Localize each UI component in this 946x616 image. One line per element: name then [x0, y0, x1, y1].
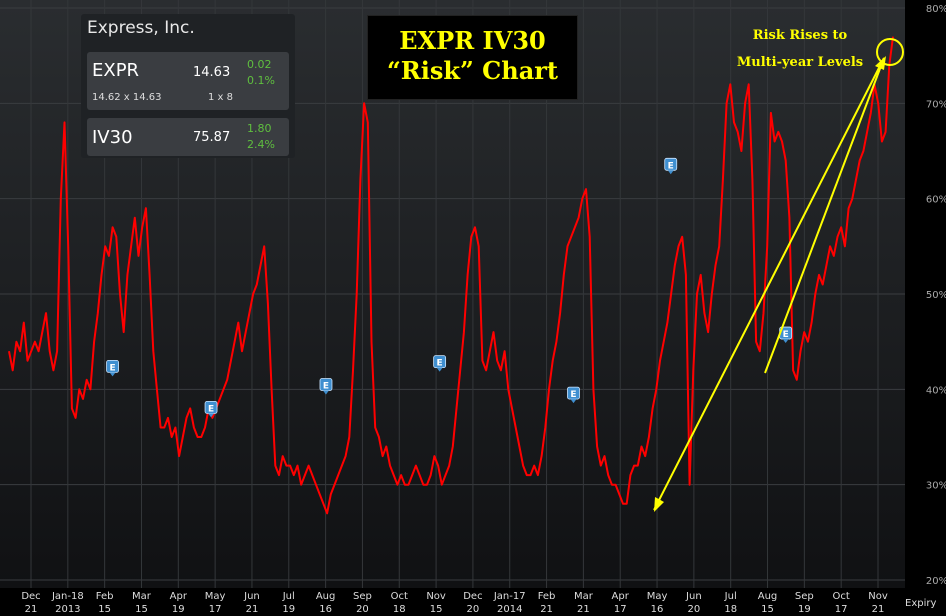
x-tick-day: 21	[246, 604, 259, 615]
earnings-marker-label: E	[783, 330, 789, 340]
earnings-marker[interactable]: E	[779, 326, 793, 344]
x-tick-day: 17	[614, 604, 627, 615]
x-tick-month: Nov	[426, 591, 446, 602]
bid-ask-size: 1 x 8	[208, 92, 233, 103]
x-tick-day: 2014	[497, 604, 522, 615]
x-tick-day: 19	[282, 604, 295, 615]
iv30-series-line	[8, 36, 894, 515]
x-tick-day: 21	[872, 604, 885, 615]
x-tick-day: 18	[393, 604, 406, 615]
x-tick-month: Jan-18	[51, 591, 84, 602]
x-tick-day: 15	[761, 604, 774, 615]
x-axis-label: Expiry	[905, 598, 936, 609]
x-tick-day: 15	[430, 604, 443, 615]
x-tick-day: 16	[319, 604, 332, 615]
y-tick-label: 80%	[926, 4, 946, 15]
y-tick-label: 30%	[926, 481, 946, 492]
x-tick-day: 19	[172, 604, 185, 615]
risk-annotation-line-2: Multi-year Levels	[736, 55, 864, 70]
earnings-marker-label: E	[323, 382, 329, 392]
x-tick-day: 15	[98, 604, 111, 615]
x-tick-month: Sep	[353, 591, 372, 602]
x-tick-day: 20	[467, 604, 480, 615]
x-tick-month: Nov	[868, 591, 888, 602]
earnings-marker-label: E	[208, 404, 214, 414]
risk-annotation-line-1: Risk Rises to	[752, 28, 848, 43]
x-tick-month: Oct	[833, 591, 850, 602]
y-tick-label: 70%	[926, 99, 946, 110]
x-tick-month: Sep	[795, 591, 814, 602]
x-tick-month: Mar	[574, 591, 594, 602]
x-tick-month: Jan-17	[493, 591, 526, 602]
x-tick-month: Jun	[243, 591, 260, 602]
earnings-marker[interactable]: E	[319, 378, 333, 395]
x-tick-day: 20	[356, 604, 369, 615]
x-tick-month: Dec	[21, 591, 40, 602]
x-tick-month: Oct	[391, 591, 408, 602]
earnings-marker-label: E	[570, 390, 576, 400]
x-tick-day: 18	[724, 604, 737, 615]
x-tick-day: 21	[25, 604, 38, 615]
company-name: Express, Inc.	[87, 18, 195, 38]
stock-quote-row: EXPR 14.63 0.02 0.1% 14.62 x 14.63 1 x 8	[87, 52, 289, 110]
bid-ask: 14.62 x 14.63	[92, 92, 162, 103]
x-tick-month: Jul	[282, 591, 295, 602]
quote-panel: Express, Inc. EXPR 14.63 0.02 0.1% 14.62…	[81, 14, 295, 158]
earnings-marker[interactable]: E	[664, 157, 678, 175]
y-tick-label: 50%	[926, 290, 946, 301]
x-tick-day: 21	[577, 604, 590, 615]
earnings-marker-label: E	[437, 359, 443, 369]
earnings-marker[interactable]: E	[433, 355, 447, 372]
iv-change: 1.80 2.4%	[247, 122, 275, 151]
x-tick-month: Aug	[316, 591, 336, 602]
x-tick-day: 15	[135, 604, 148, 615]
x-tick-month: Apr	[612, 591, 630, 602]
x-tick-month: Aug	[758, 591, 778, 602]
x-tick-day: 19	[798, 604, 811, 615]
x-tick-day: 21	[540, 604, 553, 615]
x-tick-month: Feb	[96, 591, 114, 602]
earnings-marker-label: E	[668, 161, 674, 171]
x-tick-month: Apr	[170, 591, 188, 602]
stock-price: 14.63	[193, 65, 231, 80]
stock-change: 0.02 0.1%	[247, 58, 275, 87]
stock-symbol: EXPR	[92, 60, 140, 81]
x-tick-day: 17	[209, 604, 222, 615]
x-tick-month: Jun	[685, 591, 702, 602]
x-tick-month: Dec	[463, 591, 482, 602]
x-tick-month: Jul	[724, 591, 737, 602]
y-tick-label: 60%	[926, 195, 946, 206]
earnings-marker-label: E	[109, 363, 115, 373]
x-tick-day: 17	[835, 604, 848, 615]
x-tick-day: 2013	[55, 604, 80, 615]
iv-symbol: IV30	[92, 127, 133, 148]
earnings-marker[interactable]: E	[106, 360, 119, 377]
x-tick-month: Mar	[132, 591, 152, 602]
earnings-marker[interactable]: E	[204, 400, 218, 418]
x-tick-day: 16	[651, 604, 664, 615]
x-tick-month: May	[647, 591, 668, 602]
chart-title-line-1: EXPR IV30	[399, 26, 546, 55]
earnings-marker[interactable]: E	[567, 386, 580, 404]
chart-title-line-2: “Risk” Chart	[387, 56, 558, 85]
x-tick-month: Feb	[538, 591, 556, 602]
y-tick-label: 20%	[926, 576, 946, 587]
risk-annotation: Risk Rises to Multi-year Levels	[720, 22, 880, 76]
iv-value: 75.87	[193, 130, 231, 145]
x-tick-day: 20	[688, 604, 701, 615]
chart-title-box: EXPR IV30 “Risk” Chart	[367, 15, 578, 100]
trend-arrows	[653, 38, 904, 512]
x-tick-month: May	[205, 591, 226, 602]
y-tick-label: 40%	[926, 385, 946, 396]
iv-quote-row: IV30 75.87 1.80 2.4%	[87, 118, 289, 156]
